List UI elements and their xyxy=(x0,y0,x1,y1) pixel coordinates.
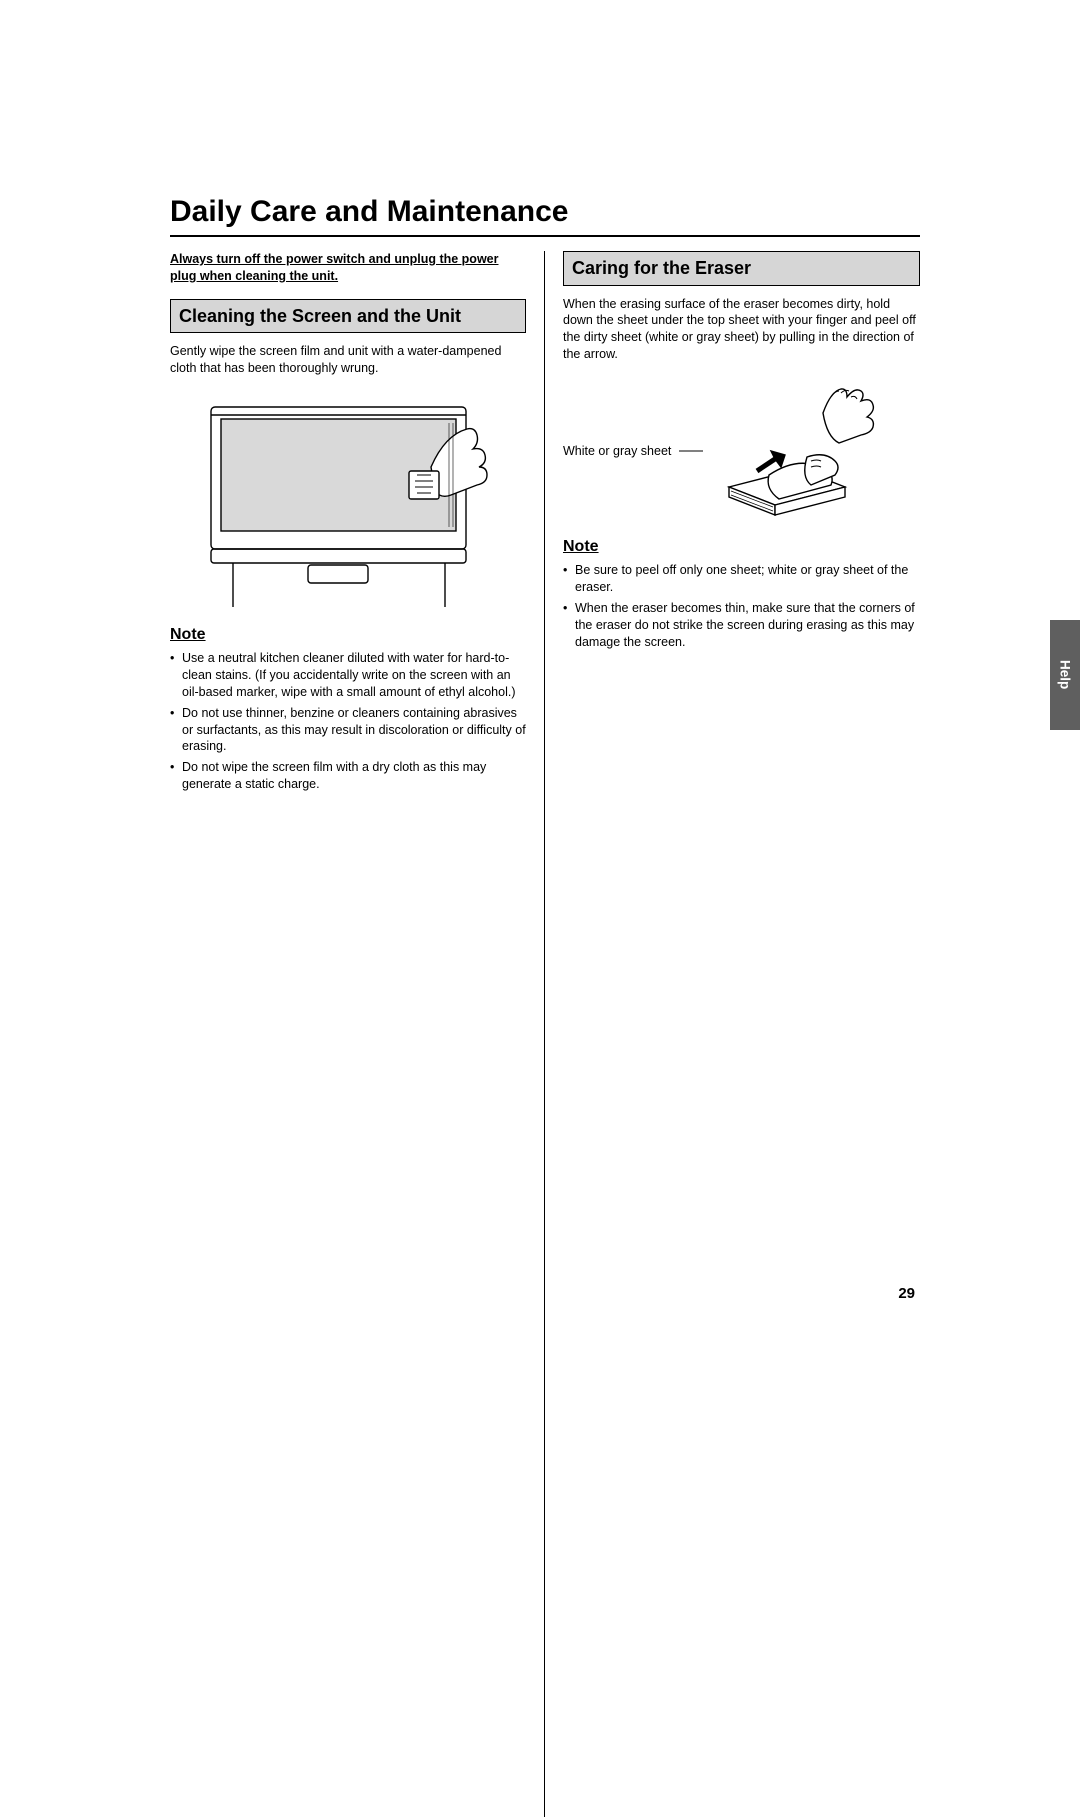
help-tab: Help xyxy=(1050,620,1080,730)
section-heading-cleaning: Cleaning the Screen and the Unit xyxy=(170,299,526,334)
note-heading-left: Note xyxy=(170,626,526,644)
two-column-layout: Always turn off the power switch and unp… xyxy=(170,251,920,1817)
page-number: 29 xyxy=(898,1285,915,1302)
section-heading-eraser: Caring for the Eraser xyxy=(563,251,920,286)
leader-line-icon xyxy=(679,447,703,455)
note-list-right: Be sure to peel off only one sheet; whit… xyxy=(563,562,920,650)
figure-eraser xyxy=(711,385,881,520)
help-tab-label: Help xyxy=(1058,660,1073,689)
figure-eraser-label: White or gray sheet xyxy=(563,444,671,458)
manual-page: Daily Care and Maintenance Always turn o… xyxy=(170,195,920,1817)
note-item: Do not use thinner, benzine or cleaners … xyxy=(170,705,526,756)
note-list-left: Use a neutral kitchen cleaner diluted wi… xyxy=(170,650,526,793)
note-item: When the eraser becomes thin, make sure … xyxy=(563,600,920,651)
right-column: Caring for the Eraser When the erasing s… xyxy=(545,251,920,1817)
note-item: Do not wipe the screen film with a dry c… xyxy=(170,759,526,793)
figure-eraser-wrap: White or gray sheet xyxy=(563,375,920,526)
note-item: Be sure to peel off only one sheet; whit… xyxy=(563,562,920,596)
page-title: Daily Care and Maintenance xyxy=(170,195,920,237)
cleaning-intro: Gently wipe the screen film and unit wit… xyxy=(170,343,526,377)
eraser-intro: When the erasing surface of the eraser b… xyxy=(563,296,920,364)
left-column: Always turn off the power switch and unp… xyxy=(170,251,545,1817)
note-item: Use a neutral kitchen cleaner diluted wi… xyxy=(170,650,526,701)
figure-screen-wipe xyxy=(193,389,503,614)
note-heading-right: Note xyxy=(563,538,920,556)
safety-warning: Always turn off the power switch and unp… xyxy=(170,251,526,285)
